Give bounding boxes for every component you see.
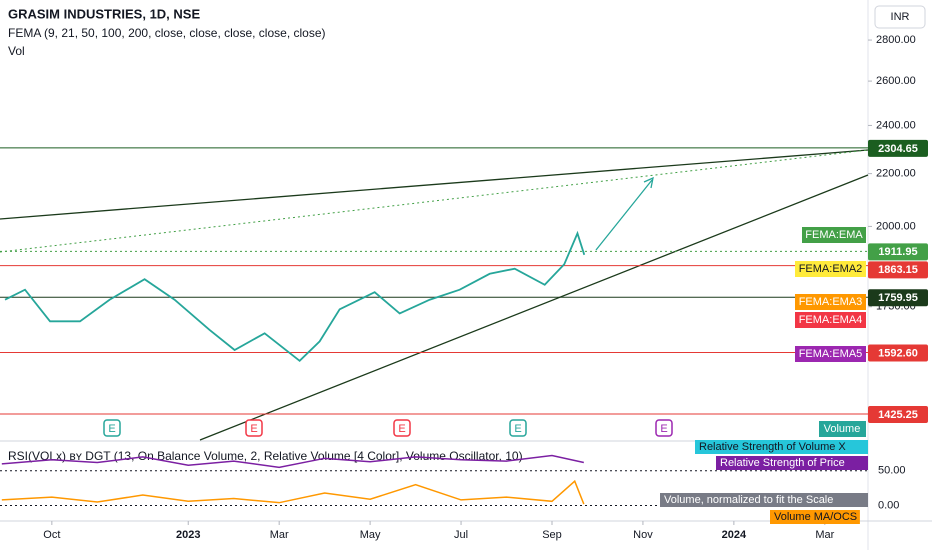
trend-line bbox=[0, 149, 869, 220]
ema-badge-text: FEMA:EMA5 bbox=[799, 348, 863, 360]
osc-legend-badge bbox=[695, 440, 868, 454]
currency[interactable]: INR bbox=[891, 11, 910, 23]
y-tick-label: 2800.00 bbox=[876, 34, 916, 46]
event-marker-text: E bbox=[398, 423, 405, 435]
event-marker bbox=[393, 419, 411, 437]
osc-legend-text: Volume MA/OCS bbox=[774, 511, 857, 523]
price-badge-text: 1759.95 bbox=[878, 292, 918, 304]
trend-line bbox=[199, 174, 869, 441]
currency-box[interactable] bbox=[874, 5, 926, 29]
trend-line bbox=[0, 149, 869, 253]
x-tick-label: Sep bbox=[542, 529, 562, 541]
x-tick-label: May bbox=[360, 529, 381, 541]
price-badge bbox=[868, 243, 928, 261]
event-marker-text: E bbox=[660, 423, 667, 435]
price-badge-text: 1911.95 bbox=[878, 246, 917, 258]
osc-tick-label: 0.00 bbox=[878, 499, 899, 511]
event-marker bbox=[245, 419, 263, 437]
price-line bbox=[4, 230, 586, 363]
y-tick-label: 2600.00 bbox=[876, 75, 916, 87]
osc-tick-label: 50.00 bbox=[878, 465, 906, 477]
x-tick-label: Nov bbox=[633, 529, 653, 541]
osc-legend-badge bbox=[716, 456, 868, 470]
event-marker-text: E bbox=[250, 423, 257, 435]
indicator: FEMA (9, 21, 50, 100, 200, close, close,… bbox=[8, 26, 326, 40]
y-tick-label: 2400.00 bbox=[876, 119, 916, 131]
osc-line bbox=[1, 454, 584, 469]
ema-badge-text: FEMA:EMA2 bbox=[799, 263, 863, 275]
osc-line bbox=[1, 479, 585, 505]
event-marker bbox=[103, 419, 121, 437]
event-marker-text: E bbox=[108, 423, 115, 435]
price-badge bbox=[868, 139, 928, 157]
ema-badge bbox=[795, 312, 866, 328]
ema-badge bbox=[795, 294, 866, 310]
x-tick-label: Oct bbox=[43, 529, 60, 541]
ema-badge bbox=[802, 227, 866, 243]
price-badge-text: 1863.15 bbox=[878, 264, 918, 276]
ema-badge-text: FEMA:EMA4 bbox=[799, 314, 863, 326]
volume-badge bbox=[819, 421, 866, 437]
event-marker bbox=[509, 419, 527, 437]
x-tick-label: 2023 bbox=[176, 529, 200, 541]
osc-legend-badge bbox=[660, 493, 868, 507]
osc-legend-text: Volume, normalized to fit the Scale bbox=[664, 494, 833, 506]
ema-badge bbox=[795, 261, 866, 277]
x-tick-label: Mar bbox=[270, 529, 289, 541]
osc-legend-badge bbox=[770, 510, 860, 524]
y-tick-label: 2000.00 bbox=[876, 220, 916, 232]
x-tick-label: Mar bbox=[815, 529, 834, 541]
event-marker bbox=[655, 419, 673, 437]
arrow bbox=[595, 179, 653, 251]
price-badge bbox=[868, 406, 928, 424]
x-tick-label: 2024 bbox=[722, 529, 747, 541]
event-marker-text: E bbox=[514, 423, 521, 435]
price-badge bbox=[868, 289, 928, 307]
price-badge-text: 1592.60 bbox=[878, 347, 918, 359]
y-tick-label: 2200.00 bbox=[876, 168, 916, 180]
osc-legend-text: Relative Strength of Volume X bbox=[699, 441, 846, 453]
ema-badge-text: FEMA:EMA3 bbox=[799, 296, 863, 308]
price-badge bbox=[868, 261, 928, 279]
arrow-head bbox=[643, 176, 654, 189]
price-badge-text: 2304.65 bbox=[878, 143, 918, 155]
volume-badge-text: Volume bbox=[824, 423, 861, 435]
ema-badge bbox=[795, 346, 866, 362]
volume-label: Vol bbox=[8, 44, 25, 58]
x-tick-label: Jul bbox=[454, 529, 468, 541]
price-badge-text: 1425.25 bbox=[878, 409, 918, 421]
title: GRASIM INDUSTRIES, 1D, NSE bbox=[8, 6, 200, 21]
osc-legend-text: Relative Strength of Price bbox=[720, 457, 845, 469]
ema-badge-text: FEMA:EMA bbox=[805, 229, 863, 241]
price-badge bbox=[868, 344, 928, 362]
